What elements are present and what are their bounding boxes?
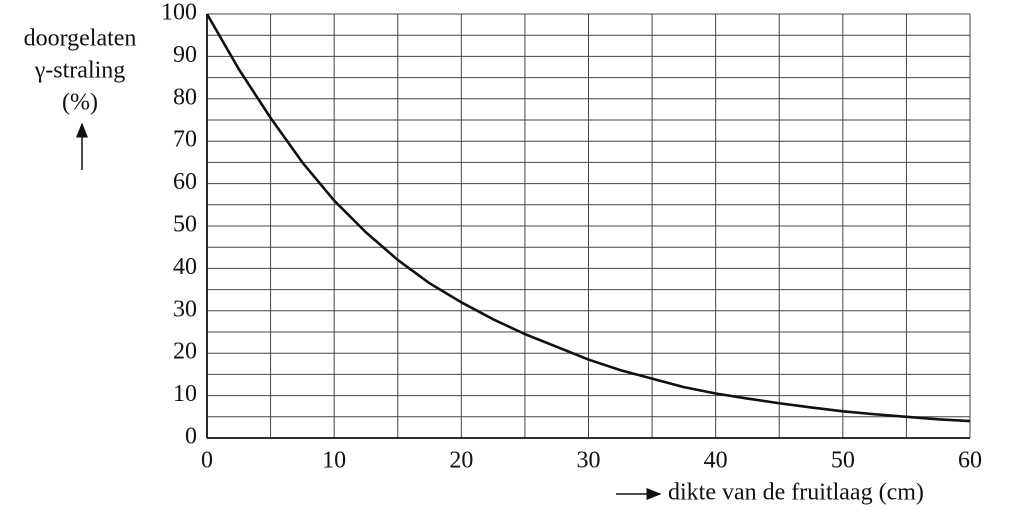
x-tick-label: 20	[449, 448, 473, 474]
y-tick-label: 30	[173, 296, 197, 322]
y-tick-label: 20	[173, 339, 197, 365]
x-axis-label: dikte van de fruitlaag (cm)	[668, 480, 924, 506]
y-tick-label: 60	[173, 169, 197, 195]
x-tick-label: 10	[322, 448, 346, 474]
x-tick-label: 60	[958, 448, 982, 474]
x-tick-label: 40	[704, 448, 728, 474]
y-tick-label: 90	[173, 42, 197, 68]
y-tick-label: 50	[173, 212, 197, 238]
y-tick-label: 0	[185, 424, 197, 450]
x-tick-label: 0	[201, 448, 213, 474]
y-tick-label: 80	[173, 84, 197, 110]
y-axis-label: doorgelaten	[24, 26, 137, 52]
y-tick-label: 100	[161, 0, 197, 26]
x-tick-label: 50	[831, 448, 855, 474]
y-tick-label: 40	[173, 254, 197, 280]
y-tick-label: 10	[173, 381, 197, 407]
y-tick-label: 70	[173, 127, 197, 153]
data-line	[205, 13, 971, 423]
y-axis-label: γ-straling	[34, 58, 126, 84]
x-tick-label: 30	[577, 448, 601, 474]
y-axis-label: (%)	[62, 90, 98, 116]
